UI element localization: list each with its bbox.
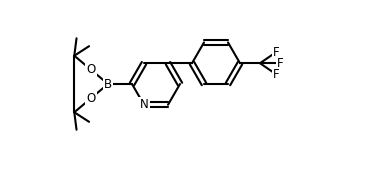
Text: O: O [87, 63, 96, 76]
Text: B: B [104, 77, 112, 90]
Text: O: O [87, 92, 96, 105]
Text: F: F [277, 57, 283, 70]
Text: F: F [273, 46, 279, 59]
Text: F: F [273, 68, 279, 81]
Text: N: N [140, 98, 148, 111]
